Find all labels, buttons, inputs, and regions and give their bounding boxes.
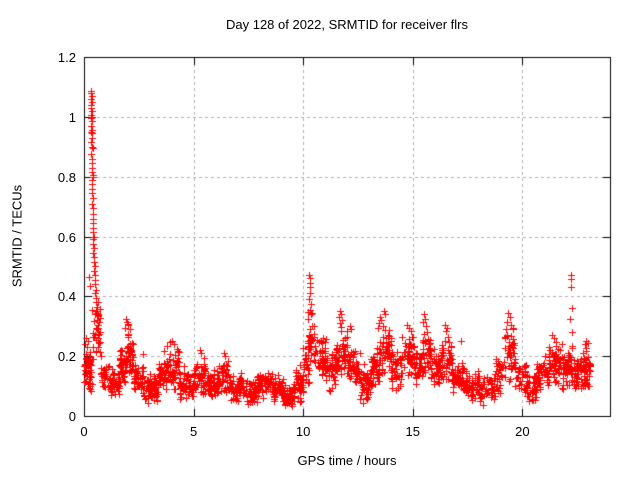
y-tick-label: 0 <box>68 409 76 424</box>
chart-title: Day 128 of 2022, SRMTID for receiver flr… <box>225 17 469 32</box>
x-axis-label: GPS time / hours <box>297 453 397 468</box>
y-tick-label: 1 <box>68 109 76 125</box>
y-tick-label: 0.8 <box>57 169 76 185</box>
x-tick-label: 20 <box>515 424 530 439</box>
x-tick-label: 15 <box>405 424 420 439</box>
x-tick-label: 5 <box>189 424 198 439</box>
x-tick-label: 0 <box>80 424 88 439</box>
y-tick-label: 0.6 <box>57 229 76 245</box>
x-tick-label: 10 <box>295 424 311 439</box>
y-tick-label: 1.2 <box>57 50 76 65</box>
y-tick-label: 0.2 <box>57 349 76 365</box>
y-tick-label: 0.4 <box>57 289 76 305</box>
